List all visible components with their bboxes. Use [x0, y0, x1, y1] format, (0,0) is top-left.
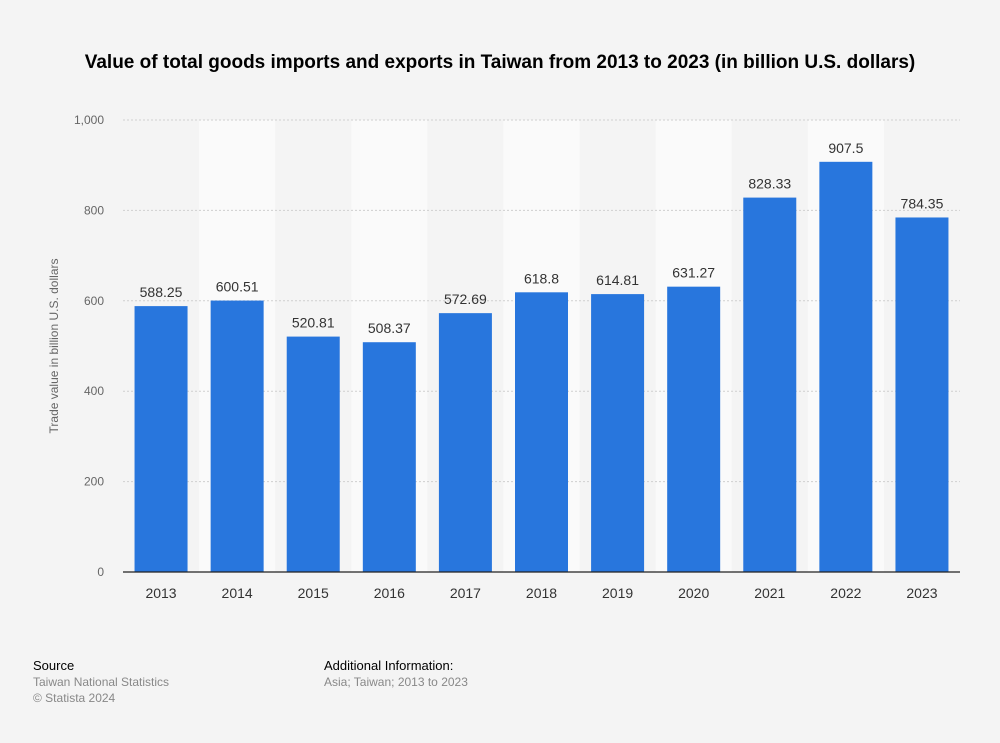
data-label: 614.81: [596, 272, 639, 288]
data-label: 572.69: [444, 291, 487, 307]
data-label: 520.81: [292, 315, 335, 331]
data-label: 600.51: [216, 279, 259, 295]
x-tick-label: 2020: [678, 585, 709, 601]
bar-2021: [743, 197, 797, 572]
source-heading: Source: [33, 658, 75, 673]
copyright: © Statista 2024: [33, 691, 116, 705]
info-text: Asia; Taiwan; 2013 to 2023: [324, 675, 468, 689]
bar-2018: [515, 292, 568, 572]
source-text[interactable]: Taiwan National Statistics: [33, 675, 170, 689]
x-tick-label: 2016: [374, 585, 405, 601]
additional-info-block: Additional Information: Asia; Taiwan; 20…: [324, 658, 468, 690]
data-label: 618.8: [524, 270, 559, 286]
bar-2016: [362, 342, 416, 572]
x-tick-label: 2023: [906, 585, 937, 601]
y-tick-label: 1,000: [74, 113, 104, 127]
data-label: 828.33: [748, 176, 791, 192]
bar-2017: [438, 313, 492, 572]
data-label: 588.25: [140, 284, 183, 300]
x-tick-label: 2014: [222, 585, 253, 601]
y-tick-label: 200: [84, 475, 104, 489]
x-tick-label: 2013: [145, 585, 176, 601]
x-tick-label: 2018: [526, 585, 557, 601]
bar-2019: [591, 294, 645, 572]
info-heading: Additional Information:: [324, 658, 454, 673]
chart-title: Value of total goods imports and exports…: [84, 52, 916, 73]
bar-2020: [667, 286, 721, 572]
x-tick-label: 2015: [298, 585, 329, 601]
x-tick-label: 2017: [450, 585, 481, 601]
x-tick-label: 2021: [754, 585, 785, 601]
bar-2015: [286, 336, 340, 572]
y-tick-label: 800: [84, 203, 104, 217]
bar-2022: [819, 161, 873, 572]
data-label: 907.5: [828, 140, 863, 156]
x-tick-label: 2022: [830, 585, 861, 601]
bar-2023: [895, 217, 949, 572]
y-tick-label: 400: [84, 384, 104, 398]
y-tick-label: 0: [97, 565, 104, 579]
data-label: 784.35: [901, 195, 944, 211]
data-label: 631.27: [672, 265, 715, 281]
y-axis-label: Trade value in billion U.S. dollars: [47, 259, 61, 434]
source-block: Source Taiwan National Statistics © Stat…: [33, 658, 169, 706]
data-label: 508.37: [368, 320, 411, 336]
y-tick-label: 600: [84, 294, 104, 308]
bar-2013: [134, 306, 188, 572]
x-tick-label: 2019: [602, 585, 633, 601]
bar-2014: [210, 300, 264, 572]
